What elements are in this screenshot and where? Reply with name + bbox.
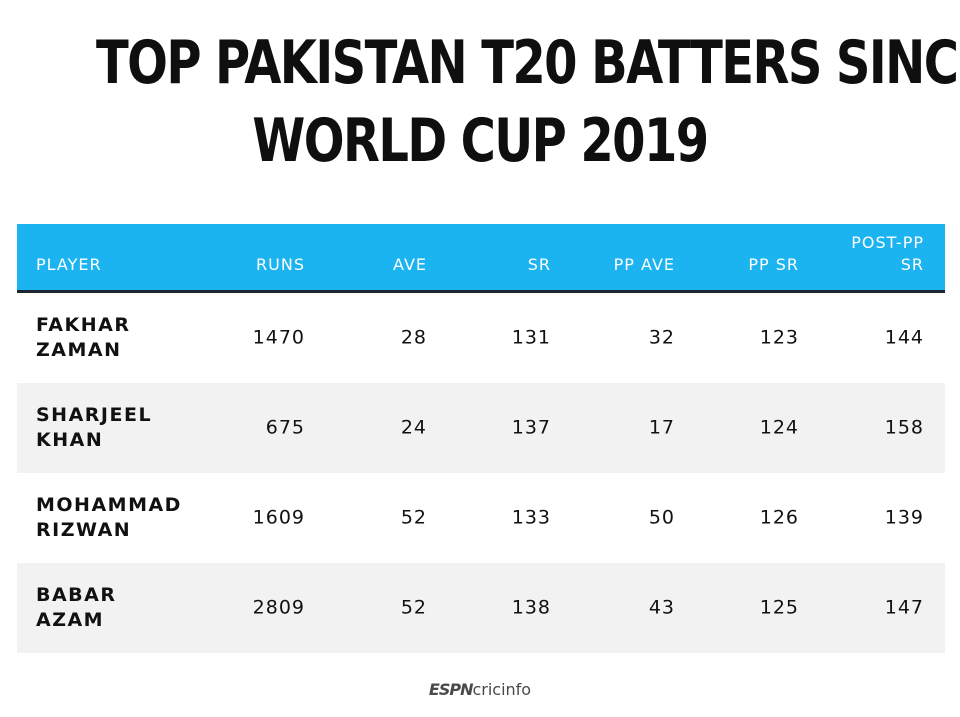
pp-ave-value: 50 bbox=[648, 506, 675, 529]
column-header-post-pp-sr: POST-PP SR bbox=[834, 232, 924, 276]
ave-value: 28 bbox=[400, 326, 427, 349]
player-name: SHARJEEL KHAN bbox=[36, 403, 236, 453]
stats-table: PLAYER RUNS AVE SR PP AVE PP SR POST-PP … bbox=[17, 224, 945, 653]
table-row: SHARJEEL KHAN 675 24 137 17 124 158 bbox=[17, 383, 945, 473]
table-row: MOHAMMAD RIZWAN 1609 52 133 50 126 139 bbox=[17, 473, 945, 563]
logo-espn-text: ESPN bbox=[428, 680, 474, 699]
runs-value: 1609 bbox=[252, 506, 305, 529]
pp-ave-value: 17 bbox=[648, 416, 675, 439]
player-name-line-1: FAKHAR bbox=[36, 314, 131, 336]
table-row: BABAR AZAM 2809 52 138 43 125 147 bbox=[17, 563, 945, 653]
column-header-runs: RUNS bbox=[256, 255, 305, 274]
column-header-ave: AVE bbox=[393, 255, 427, 274]
post-pp-sr-value: 144 bbox=[884, 326, 924, 349]
post-pp-sr-value: 147 bbox=[884, 596, 924, 619]
runs-value: 1470 bbox=[252, 326, 305, 349]
pp-sr-value: 124 bbox=[759, 416, 799, 439]
column-header-sr: SR bbox=[527, 255, 551, 274]
player-name-line-1: SHARJEEL bbox=[36, 404, 153, 426]
ave-value: 24 bbox=[400, 416, 427, 439]
ave-value: 52 bbox=[400, 506, 427, 529]
player-name-line-2: ZAMAN bbox=[36, 339, 122, 361]
player-name-line-2: KHAN bbox=[36, 429, 104, 451]
runs-value: 675 bbox=[265, 416, 305, 439]
player-name-line-2: RIZWAN bbox=[36, 519, 132, 541]
espncricinfo-logo: ESPNcricinfo bbox=[0, 680, 960, 699]
runs-value: 2809 bbox=[252, 596, 305, 619]
table-row: FAKHAR ZAMAN 1470 28 131 32 123 144 bbox=[17, 293, 945, 383]
pp-sr-value: 125 bbox=[759, 596, 799, 619]
column-header-post-pp-sr-line-1: POST-PP bbox=[851, 233, 924, 252]
ave-value: 52 bbox=[400, 596, 427, 619]
logo-cricinfo-text: cricinfo bbox=[472, 680, 532, 699]
column-header-pp-sr: PP SR bbox=[748, 255, 799, 274]
post-pp-sr-value: 158 bbox=[884, 416, 924, 439]
column-header-post-pp-sr-line-2: SR bbox=[900, 255, 924, 274]
sr-value: 131 bbox=[511, 326, 551, 349]
column-header-pp-ave: PP AVE bbox=[613, 255, 675, 274]
player-name: BABAR AZAM bbox=[36, 583, 236, 633]
chart-title-line-1: TOP PAKISTAN T20 BATTERS SINCE bbox=[96, 28, 960, 98]
player-name-line-1: BABAR bbox=[36, 584, 117, 606]
pp-sr-value: 123 bbox=[759, 326, 799, 349]
pp-ave-value: 43 bbox=[648, 596, 675, 619]
player-name-line-2: AZAM bbox=[36, 609, 105, 631]
chart-title: TOP PAKISTAN T20 BATTERS SINCE WORLD CUP… bbox=[96, 24, 960, 180]
sr-value: 138 bbox=[511, 596, 551, 619]
pp-ave-value: 32 bbox=[648, 326, 675, 349]
table-header-row: PLAYER RUNS AVE SR PP AVE PP SR POST-PP … bbox=[17, 224, 945, 293]
player-name: MOHAMMAD RIZWAN bbox=[36, 493, 236, 543]
column-header-player: PLAYER bbox=[36, 255, 102, 274]
player-name: FAKHAR ZAMAN bbox=[36, 313, 236, 363]
pp-sr-value: 126 bbox=[759, 506, 799, 529]
player-name-line-1: MOHAMMAD bbox=[36, 494, 182, 516]
sr-value: 137 bbox=[511, 416, 551, 439]
sr-value: 133 bbox=[511, 506, 551, 529]
chart-title-line-2: WORLD CUP 2019 bbox=[252, 106, 709, 176]
post-pp-sr-value: 139 bbox=[884, 506, 924, 529]
